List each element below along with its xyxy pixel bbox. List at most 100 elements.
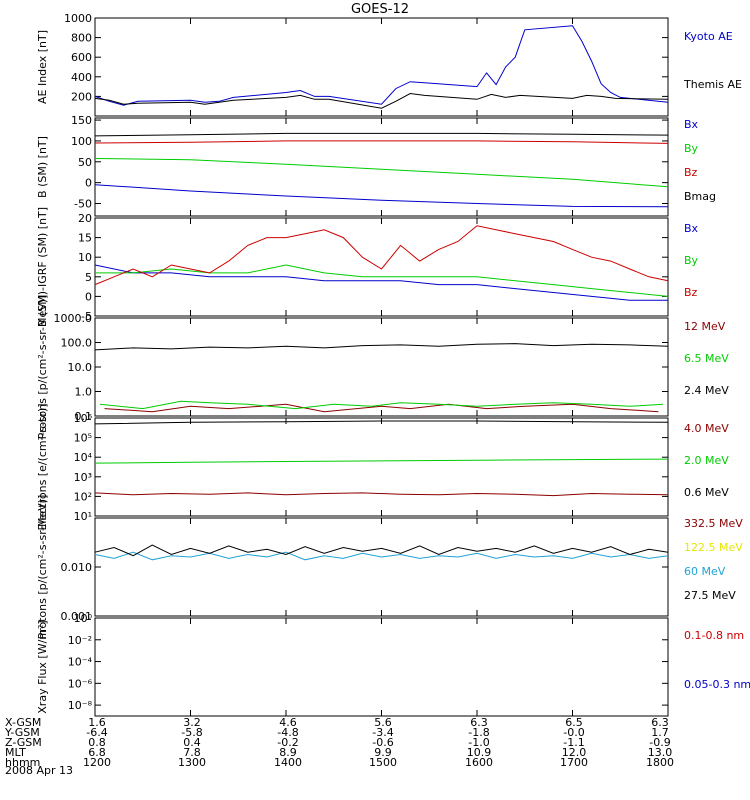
y-tick-label: 5: [85, 271, 92, 284]
footer-value: -5.8: [181, 726, 202, 739]
legend-entry: Bx: [684, 222, 699, 235]
series-line-27-5-mev: [94, 544, 669, 557]
y-tick-label: 0.010: [61, 561, 93, 574]
series-line-2-0-mev: [94, 458, 669, 464]
footer-value: 7.8: [183, 746, 201, 759]
y-tick-label: 200: [71, 90, 92, 103]
y-tick-label: 10⁰: [74, 612, 93, 625]
footer-value: 1200: [83, 756, 111, 769]
y-tick-label: 10⁻⁴: [68, 656, 93, 669]
y-tick-label: 0.001: [61, 610, 93, 623]
y-axis-label: Xray Flux [W/m²]: [36, 620, 49, 713]
legend-entry: 2.0 MeV: [684, 454, 729, 467]
legend-entry: 332.5 MeV: [684, 517, 743, 530]
legend-entry: 122.5 MeV: [684, 541, 743, 554]
y-tick-label: 10: [78, 251, 92, 264]
footer-value: 13.0: [648, 746, 673, 759]
y-tick-label: 10.0: [68, 361, 93, 374]
y-tick-label: 10⁴: [74, 451, 93, 464]
legend-entry: 27.5 MeV: [684, 589, 736, 602]
legend-entry: By: [684, 142, 699, 155]
footer-value: -0.6: [372, 736, 393, 749]
footer-value: -1.0: [468, 736, 489, 749]
y-tick-label: 10¹: [74, 510, 92, 523]
y-tick-label: 0: [85, 290, 92, 303]
plot-title: GOES-12: [351, 2, 409, 17]
footer-value: 0.4: [183, 736, 201, 749]
legend-entry: 12 MeV: [684, 320, 726, 333]
series-line-bx: [94, 264, 668, 301]
panel-frame: [94, 517, 669, 617]
series-line-themis-ae: [94, 92, 669, 109]
y-tick-label: 150: [71, 114, 92, 127]
footer-value: -4.8: [277, 726, 298, 739]
footer-value: 0.8: [88, 736, 106, 749]
footer-value: 3.2: [183, 716, 201, 729]
footer-value: 10.9: [467, 746, 492, 759]
panel-2: -50 0 50 100 150 B (SM) [nT] Bx By Bz Bmag: [36, 114, 716, 217]
footer-value: -6.4: [86, 726, 107, 739]
footer-row-label: Y-GSM: [4, 726, 40, 739]
legend-entry: Themis AE: [683, 78, 742, 91]
footer-value: -0.9: [649, 736, 670, 749]
y-tick-label: 10²: [74, 490, 92, 503]
footer-value: 1300: [178, 756, 206, 769]
footer-value: 12.0: [562, 746, 587, 759]
legend-entry: 0.1-0.8 nm: [684, 629, 744, 642]
footer-row-label: X-GSM: [5, 716, 41, 729]
footer-value: 6.3: [470, 716, 488, 729]
footer-value: -3.4: [372, 726, 393, 739]
y-axis-label: AE Index [nT]: [36, 30, 49, 104]
panel-frame: [94, 17, 669, 117]
y-tick-label: 10⁻⁶: [68, 677, 93, 690]
footer-value: 6.8: [88, 746, 106, 759]
date-label: 2008 Apr 13: [5, 764, 73, 777]
y-tick-label: 400: [71, 71, 92, 84]
y-tick-label: 1000: [64, 12, 92, 25]
series-line-bz: [94, 225, 669, 286]
legend-entry: 6.5 MeV: [684, 352, 729, 365]
legend-entry: 0.05-0.3 nm: [684, 678, 750, 691]
y-tick-label: -50: [74, 197, 92, 210]
y-tick-label: 100: [71, 135, 92, 148]
footer-value: 8.9: [279, 746, 297, 759]
legend-entry: Bz: [684, 286, 698, 299]
legend-entry: Bx: [684, 118, 699, 131]
series-line-bz: [94, 140, 669, 144]
panel-frame: [94, 417, 669, 517]
series-line-12-mev: [104, 403, 659, 413]
panel-3: -5 0 5 10 15 20 B (SM)-IGRF (SM) [nT] Bx By Bz: [36, 207, 699, 327]
panel-6: 0.001 0.010 Protons [p/(cm²-s-sr-MeV)] 332.…: [36, 495, 743, 640]
y-tick-label: 10⁵: [74, 432, 92, 445]
y-tick-label: 0.1: [75, 410, 93, 423]
footer-value: 6.5: [565, 716, 583, 729]
series-line-bmag: [94, 132, 669, 137]
footer-value: -1.1: [563, 736, 584, 749]
y-tick-label: 10⁻²: [68, 634, 92, 647]
panel-5: 10¹ 10² 10³ 10⁴ 10⁵ 10⁶ Electrons [e/(cm²-s-sr…: [36, 403, 729, 530]
footer-value: 1400: [274, 756, 302, 769]
y-tick-label: 800: [71, 32, 92, 45]
y-axis-label: B (SM)-IGRF (SM) [nT]: [36, 207, 49, 327]
panel-7: 10⁻⁸ 10⁻⁶ 10⁻⁴ 10⁻² 10⁰ Xray Flux [W/m²] 0.1-0…: [36, 612, 750, 717]
footer-value: 1800: [646, 756, 674, 769]
y-tick-label: 10⁻⁸: [68, 699, 93, 712]
panel-1: 200 400 600 800 1000 AE Index [nT] Kyoto AE The…: [36, 12, 742, 117]
footer-row-label: MLT: [5, 746, 26, 759]
legend-entry: By: [684, 254, 699, 267]
footer-row-label: hhmm: [5, 756, 40, 769]
series-line-6-5-mev: [99, 400, 664, 410]
y-axis-label: B (SM) [nT]: [36, 136, 49, 198]
legend-entry: 4.0 MeV: [684, 422, 729, 435]
y-tick-label: 600: [71, 51, 92, 64]
y-tick-label: 10⁶: [74, 412, 93, 425]
footer-value: -0.0: [563, 726, 584, 739]
series-line-bx: [94, 184, 669, 208]
footer-value: 4.6: [279, 716, 297, 729]
footer-value: 5.6: [374, 716, 392, 729]
y-axis-label: Protons [p/(cm²-s-sr-MeV)]: [36, 295, 49, 440]
legend-entry: Bmag: [684, 190, 716, 203]
y-tick-label: 20: [78, 212, 92, 225]
series-line-2-4-mev: [94, 343, 669, 351]
y-tick-label: 10³: [74, 471, 92, 484]
